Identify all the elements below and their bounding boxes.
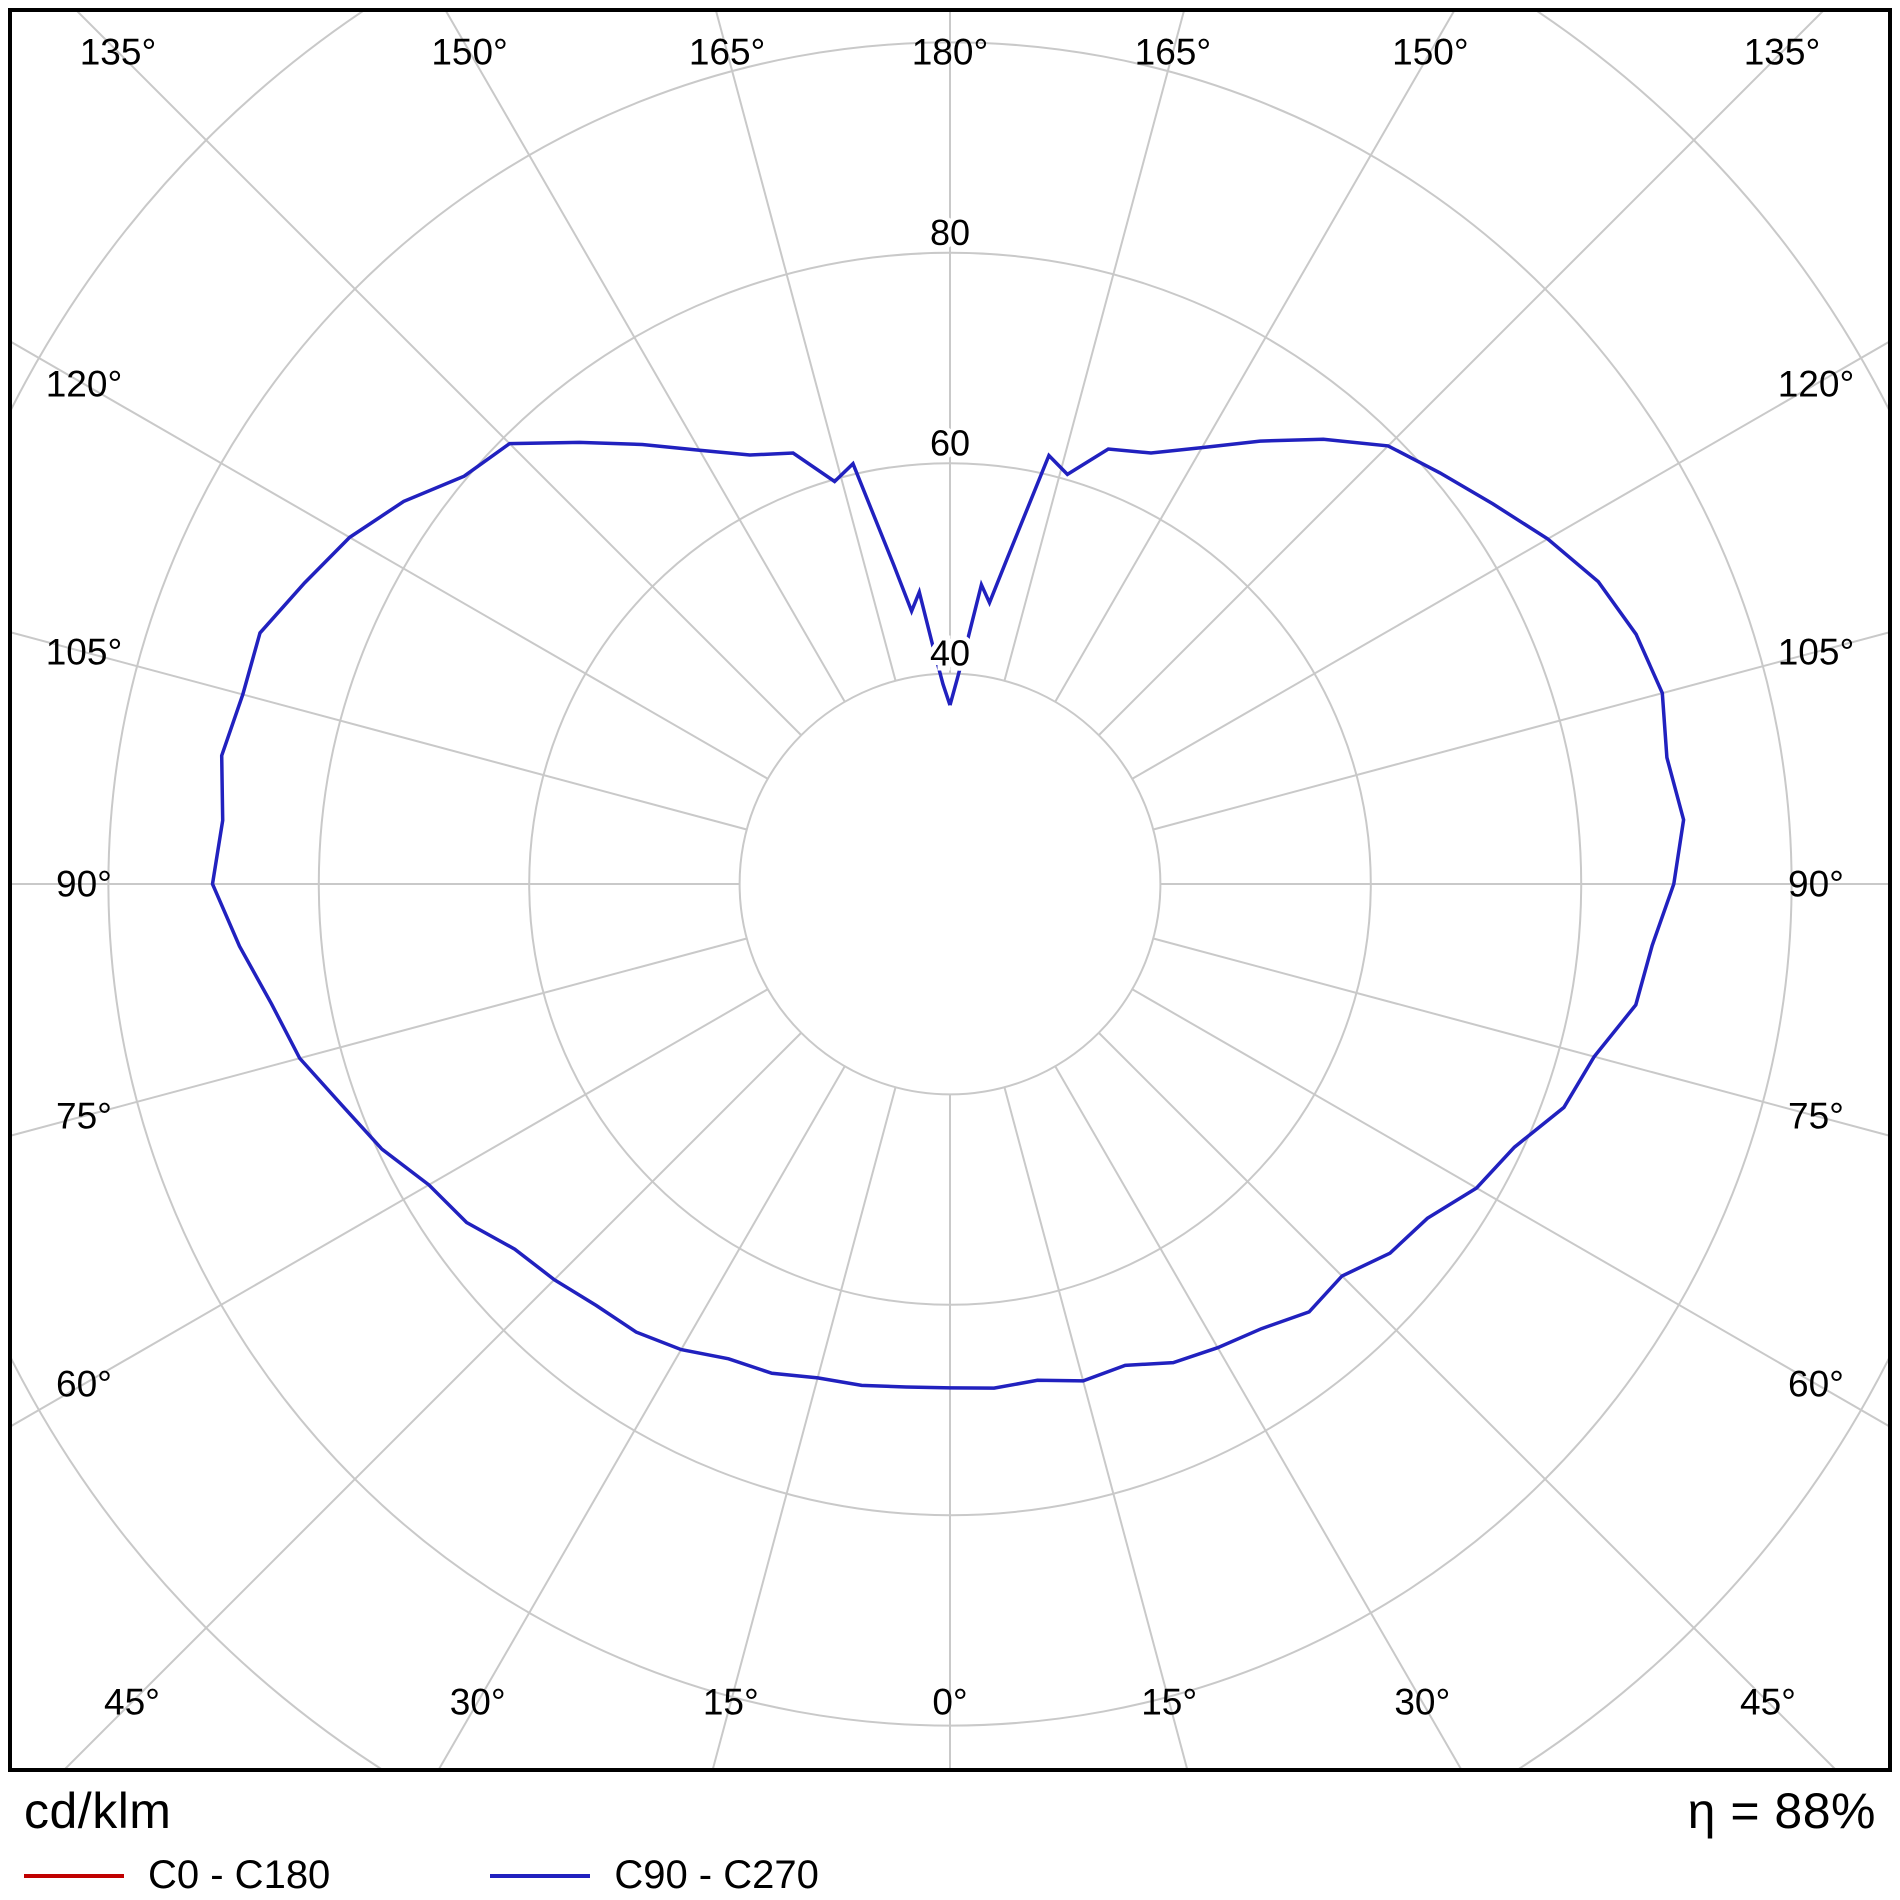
angle-label: 150°	[1392, 32, 1469, 73]
angle-label: 105°	[46, 632, 123, 673]
units-label: cd/klm	[24, 1783, 172, 1839]
radial-tick-label: 40	[930, 633, 970, 674]
legend-item-c90-c270: C90 - C270	[490, 1853, 819, 1898]
angle-label: 135°	[80, 32, 157, 73]
chart-footer: cd/klm η = 88% C0 - C180 C90 - C270	[24, 1784, 1876, 1898]
legend: C0 - C180 C90 - C270	[24, 1853, 1876, 1898]
legend-label-c90: C90 - C270	[614, 1853, 819, 1897]
angle-label: 30°	[450, 1682, 506, 1723]
angle-label: 60°	[1788, 1364, 1844, 1405]
angle-label: 165°	[689, 32, 766, 73]
legend-item-c0-c180: C0 - C180	[24, 1853, 330, 1898]
radial-tick-label: 60	[930, 422, 970, 463]
angle-label: 165°	[1135, 32, 1212, 73]
angle-label: 45°	[104, 1682, 160, 1723]
angle-label: 15°	[703, 1682, 759, 1723]
legend-line-c0-icon	[24, 1873, 124, 1878]
angle-label: 120°	[1778, 364, 1855, 405]
angle-label: 120°	[46, 364, 123, 405]
radial-tick-label: 80	[930, 212, 970, 253]
angle-label: 135°	[1744, 32, 1821, 73]
legend-line-c90-icon	[490, 1873, 591, 1878]
angle-label: 90°	[56, 864, 112, 905]
angle-label: 60°	[56, 1364, 112, 1405]
angle-label: 75°	[56, 1096, 112, 1137]
angle-label: 30°	[1394, 1682, 1450, 1723]
efficiency-label: η = 88%	[1687, 1783, 1876, 1839]
angle-label: 105°	[1778, 632, 1855, 673]
angle-label: 150°	[431, 32, 508, 73]
c90-c270-curve	[210, 437, 1686, 1390]
chart-frame-border	[8, 8, 1892, 1772]
legend-label-c0: C0 - C180	[148, 1853, 331, 1897]
angle-label: 15°	[1141, 1682, 1197, 1723]
angle-label: 75°	[1788, 1096, 1844, 1137]
angle-label: 180°	[912, 32, 989, 73]
angle-label: 0°	[932, 1682, 967, 1723]
angle-label: 90°	[1788, 864, 1844, 905]
angle-label: 45°	[1740, 1682, 1796, 1723]
